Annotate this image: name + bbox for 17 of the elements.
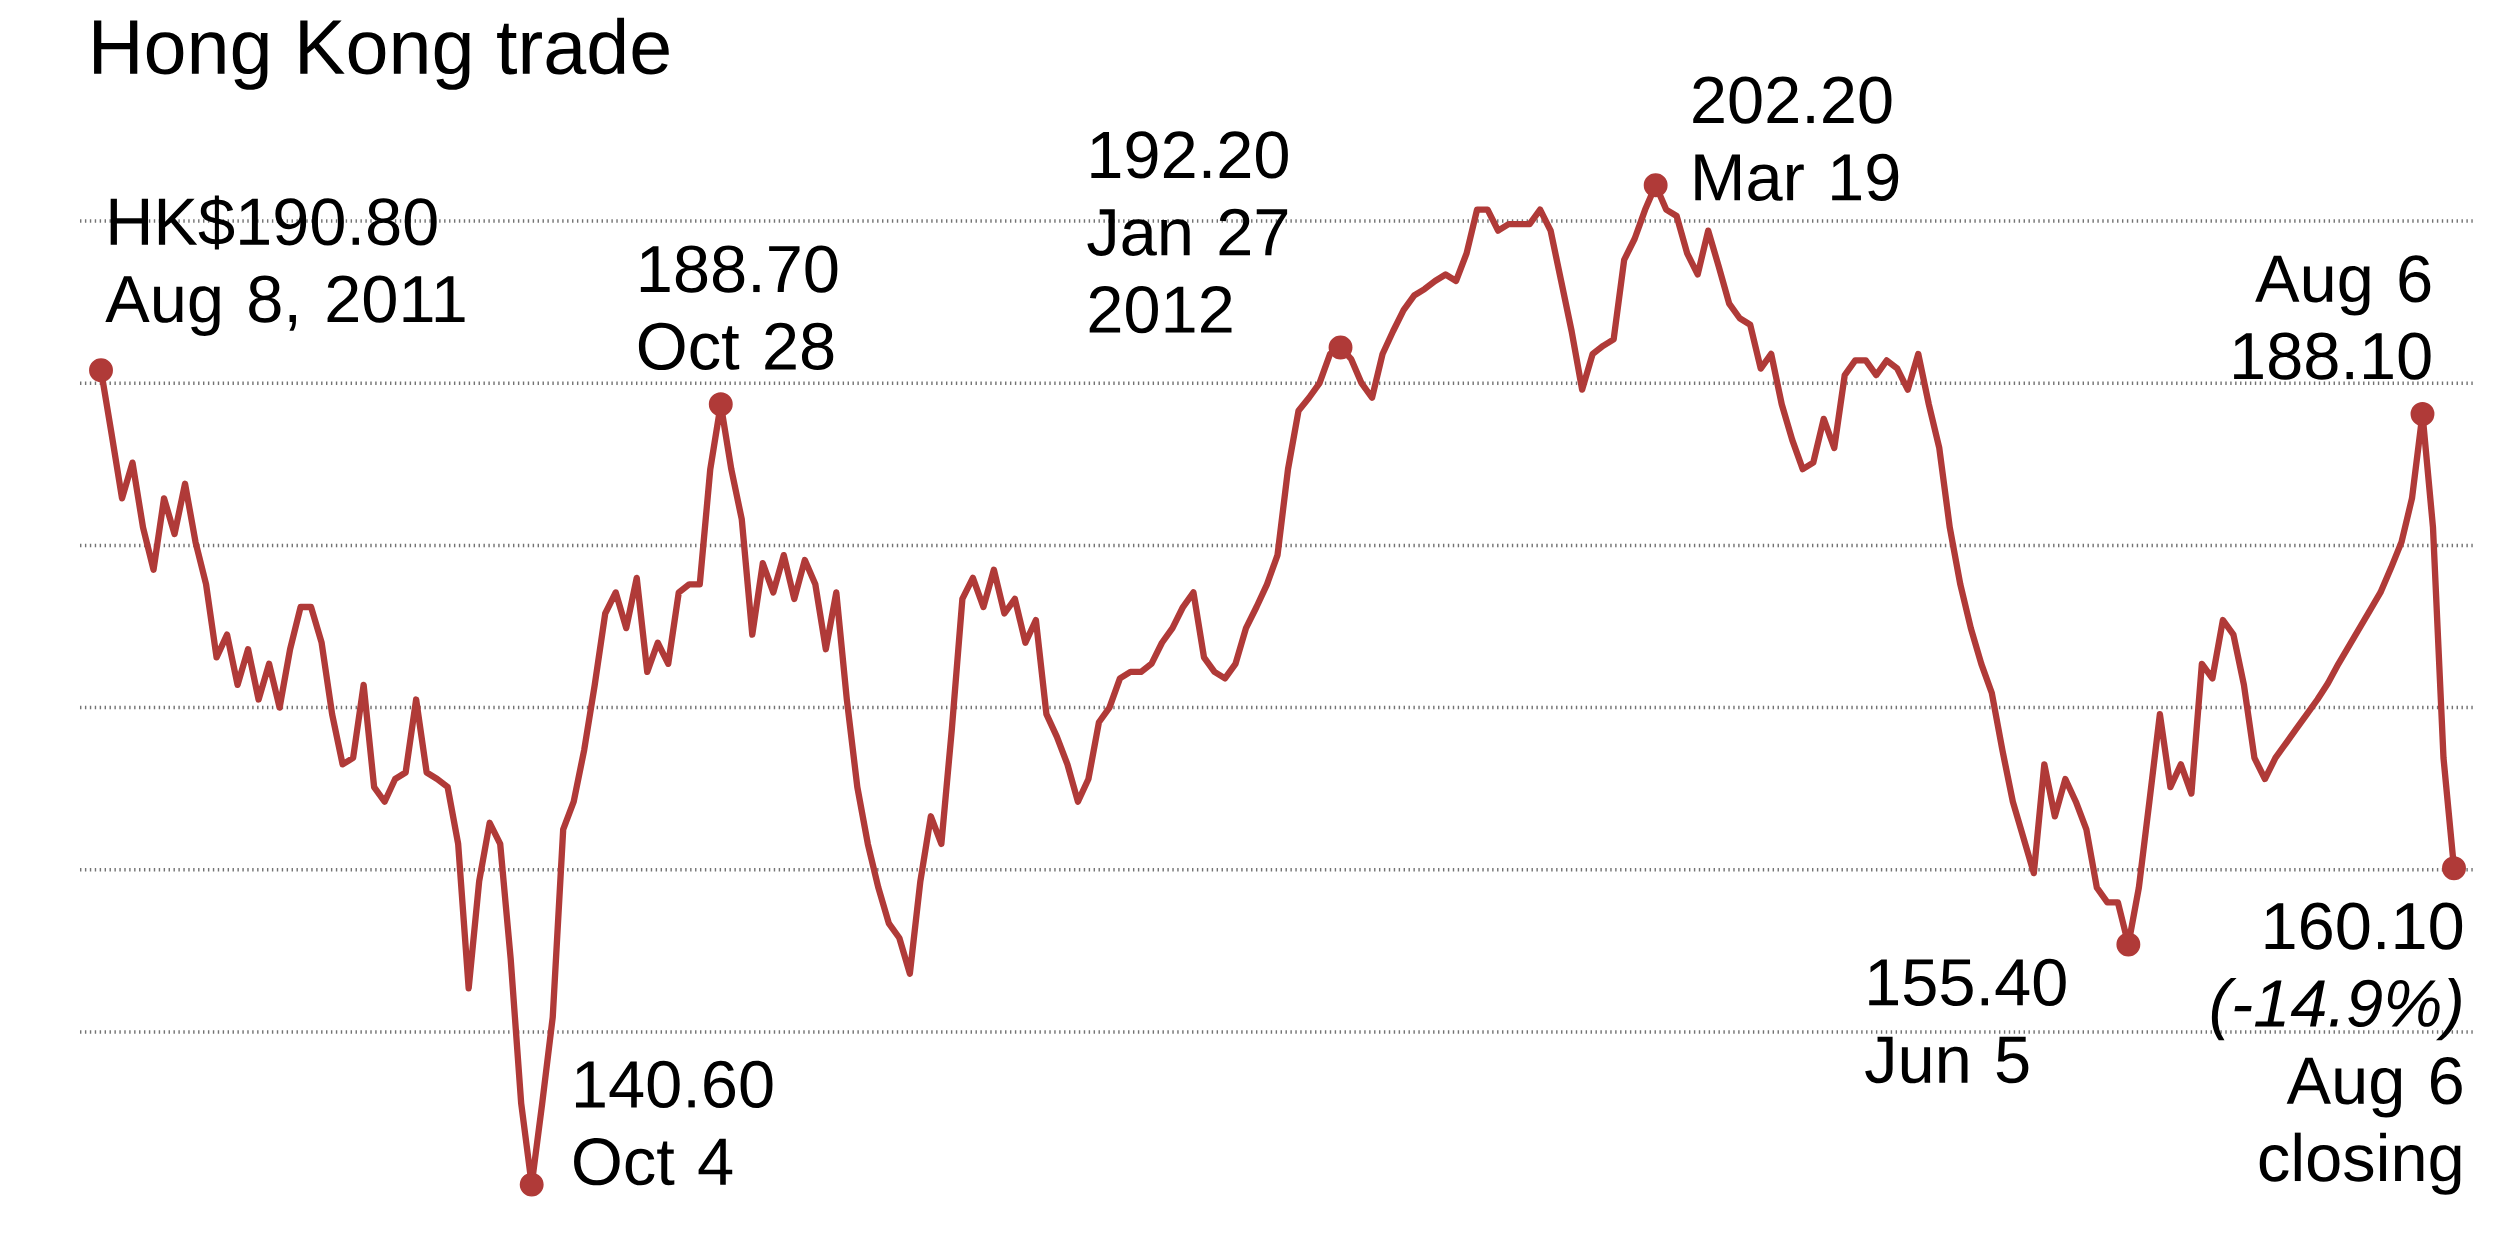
data-label: 192.20 Jan 27 2012 (1087, 131, 1288, 334)
point (1328, 335, 1353, 360)
data-label: HK$190.80 Aug 8, 2011 (105, 195, 465, 336)
data-label: 202.20 Mar 19 (1693, 76, 1899, 202)
data-label: Aug 6 188.10 (2234, 255, 2431, 380)
point (1643, 173, 1668, 198)
data-label: 140.60 Oct 4 (574, 1060, 773, 1186)
data-label: 188.70 Oct 28 (638, 245, 838, 371)
data-label: 160.10 (-14.9%) Aug 6 closing (2211, 902, 2463, 1195)
point (2442, 856, 2466, 881)
point (708, 392, 733, 417)
point (2410, 402, 2435, 426)
point (2116, 932, 2141, 957)
point (89, 358, 113, 383)
data-label: 155.40 Jun 5 (1865, 958, 2066, 1084)
chart-title: Hong Kong trade (94, 17, 669, 90)
point (519, 1172, 544, 1197)
